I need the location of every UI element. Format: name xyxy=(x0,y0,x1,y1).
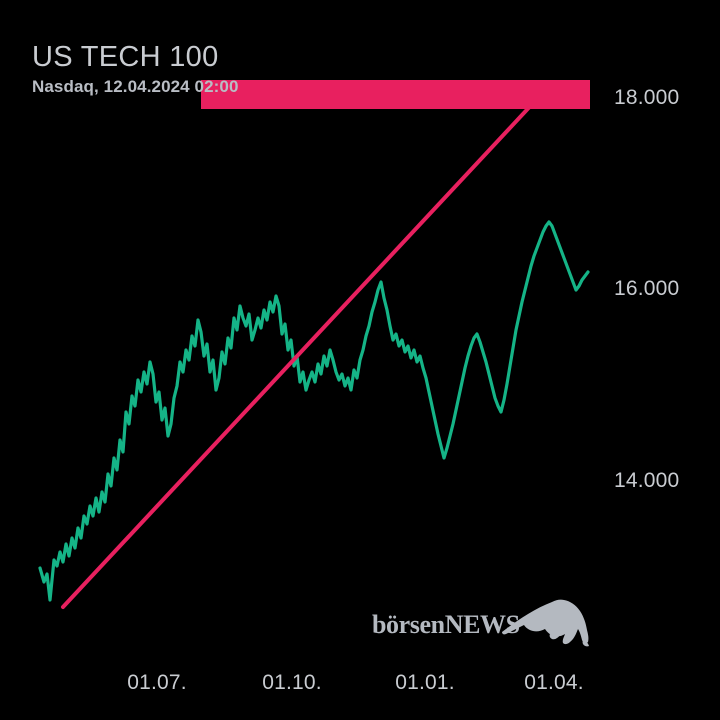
trend-line xyxy=(61,98,538,609)
y-axis-label-14000: 14.000 xyxy=(614,469,680,492)
x-axis-label-0104: 01.04. xyxy=(524,671,584,694)
bull-silhouette-icon xyxy=(502,599,589,647)
y-axis-label-16000: 16.000 xyxy=(614,277,680,300)
chart-subtitle: Nasdaq, 12.04.2024 02:00 xyxy=(32,77,239,96)
x-axis-label-0101: 01.01. xyxy=(395,671,455,694)
chart-header: US TECH 100 Nasdaq, 12.04.2024 02:00 xyxy=(32,40,239,98)
page-title: US TECH 100 xyxy=(32,41,219,73)
y-axis-label-18000: 18.000 xyxy=(614,86,680,109)
brand-logo-text: börsenNEWS xyxy=(372,610,520,639)
x-axis-label-0107: 01.07. xyxy=(127,671,187,694)
watermark: börsenNEWS xyxy=(372,596,592,648)
current-price-band xyxy=(201,80,590,109)
x-axis-label-0110: 01.10. xyxy=(262,671,322,694)
price-line xyxy=(38,220,590,602)
